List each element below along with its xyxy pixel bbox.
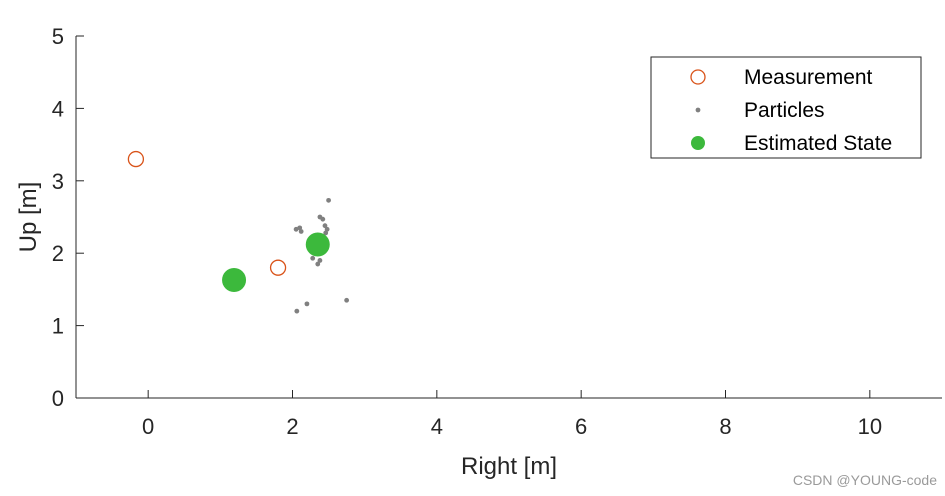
particles-point: [293, 226, 299, 232]
particles-point: [344, 297, 350, 303]
data-marks: [127, 150, 350, 314]
particles-point: [310, 255, 316, 261]
legend-label-measurement: Measurement: [744, 66, 873, 89]
particles-point: [294, 308, 300, 314]
particles-point: [326, 197, 331, 203]
y-tick-label: 4: [52, 96, 64, 121]
x-tick-label: 2: [286, 414, 298, 439]
measurement-point: [269, 259, 287, 276]
estimated-state-point: [222, 267, 247, 292]
tick-labels: 0 2 4 6 8 10 0 1 2 3 4 5: [52, 24, 882, 439]
x-tick-label: 0: [142, 414, 154, 439]
x-tick-label: 10: [858, 414, 882, 439]
y-tick-label: 1: [52, 314, 64, 339]
watermark: CSDN @YOUNG-code: [792, 472, 937, 488]
particles-point: [317, 258, 323, 263]
particles-point: [297, 225, 303, 231]
legend-marker-estimated-state: [691, 136, 705, 150]
particles-point: [304, 301, 310, 307]
estimated-state-point: [305, 232, 330, 257]
measurement-point: [127, 150, 145, 168]
y-axis-label: Up [m]: [15, 182, 42, 253]
legend: Measurement Particles Estimated State: [650, 56, 922, 159]
legend-label-particles: Particles: [744, 99, 825, 122]
particles-point: [323, 230, 329, 236]
particles-point: [324, 226, 330, 232]
particles-point: [298, 229, 304, 234]
particles-point: [322, 223, 328, 229]
x-tick-label: 8: [719, 414, 731, 439]
y-tick-label: 5: [52, 24, 64, 49]
axes: [75, 35, 942, 399]
y-tick-label: 2: [52, 241, 64, 266]
y-tick-label: 0: [52, 386, 64, 411]
x-tick-label: 4: [431, 414, 443, 439]
particles-point: [315, 261, 321, 267]
legend-label-estimated-state: Estimated State: [744, 132, 892, 155]
x-axis-label: Right [m]: [461, 453, 557, 480]
particles-point: [320, 216, 326, 222]
x-tick-label: 6: [575, 414, 587, 439]
y-tick-label: 3: [52, 169, 64, 194]
legend-marker-measurement: [690, 69, 706, 85]
legend-marker-particles: [695, 107, 701, 113]
